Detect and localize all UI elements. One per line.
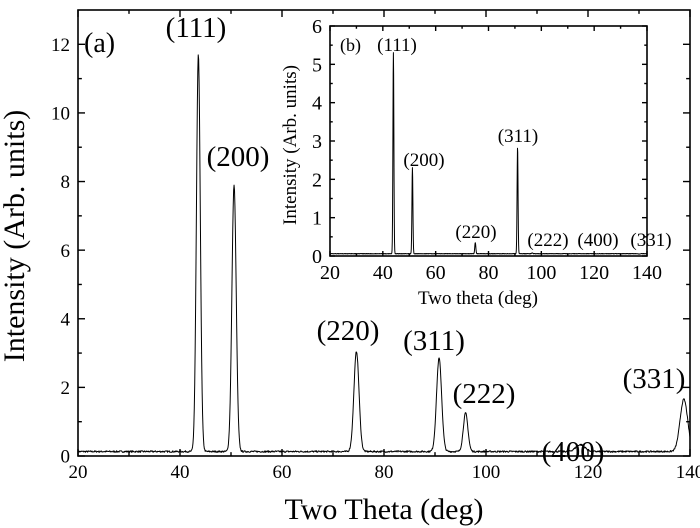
main-peak-label: (111) [166, 12, 227, 44]
inset-y-tick-label: 5 [312, 54, 322, 76]
inset-y-tick-label: 2 [312, 169, 322, 191]
main-y-tick-label: 8 [61, 172, 71, 193]
main-x-tick-label: 140 [676, 462, 700, 483]
inset-peak-label: (400) [577, 230, 618, 251]
inset-x-tick-label: 20 [320, 262, 340, 284]
main-x-tick-label: 80 [375, 462, 394, 483]
main-panel-label: (a) [84, 28, 115, 59]
inset-peak-label: (200) [403, 150, 444, 171]
inset-x-tick-label: 40 [373, 262, 393, 284]
main-x-tick-label: 60 [273, 462, 292, 483]
inset-x-tick-label: 80 [479, 262, 499, 284]
main-x-tick-label: 20 [69, 462, 88, 483]
main-y-tick-label: 0 [61, 447, 71, 468]
main-peak-label: (222) [453, 378, 516, 410]
main-x-axis-label: Two Theta (deg) [285, 493, 484, 526]
inset-y-tick-label: 1 [312, 208, 322, 230]
main-peak-label: (200) [207, 141, 270, 173]
inset-background [330, 26, 647, 256]
main-peak-label: (311) [403, 325, 465, 357]
main-peak-label: (220) [317, 315, 380, 347]
main-peak-label: (400) [542, 436, 605, 468]
inset-peak-label: (222) [527, 230, 568, 251]
main-x-tick-label: 100 [472, 462, 501, 483]
inset-y-tick-label: 6 [312, 16, 322, 38]
main-y-axis-label: Intensity (Arb. units) [0, 110, 31, 362]
main-y-tick-label: 2 [61, 378, 71, 399]
main-x-tick-label: 40 [171, 462, 190, 483]
inset-peak-label: (331) [630, 230, 671, 251]
inset-peak-label: (220) [455, 222, 496, 243]
main-y-tick-label: 10 [51, 104, 70, 125]
inset-x-tick-label: 120 [579, 262, 609, 284]
inset-peak-label: (311) [498, 126, 538, 147]
main-y-tick-label: 4 [61, 309, 71, 330]
main-y-tick-label: 6 [61, 241, 71, 262]
inset-x-tick-label: 60 [426, 262, 446, 284]
inset-panel-label: (b) [340, 35, 361, 56]
inset-y-axis-label: Intensity (Arb. units) [280, 65, 301, 225]
inset-x-tick-label: 140 [632, 262, 662, 284]
inset-x-axis-label: Two theta (deg) [418, 288, 538, 309]
inset-peak-label: (111) [377, 35, 417, 56]
inset-y-tick-label: 4 [312, 93, 322, 115]
inset-y-tick-label: 0 [312, 246, 322, 268]
inset-x-tick-label: 100 [526, 262, 556, 284]
inset-panel: 20 40 60 80 100 120 140 0 1 2 3 4 5 6 Two theta (deg) I… [280, 16, 672, 309]
main-y-tick-label: 12 [51, 35, 70, 56]
inset-y-tick-label: 3 [312, 131, 322, 153]
main-peak-label: (331) [623, 363, 686, 395]
main-x-tick-label: 120 [574, 462, 603, 483]
